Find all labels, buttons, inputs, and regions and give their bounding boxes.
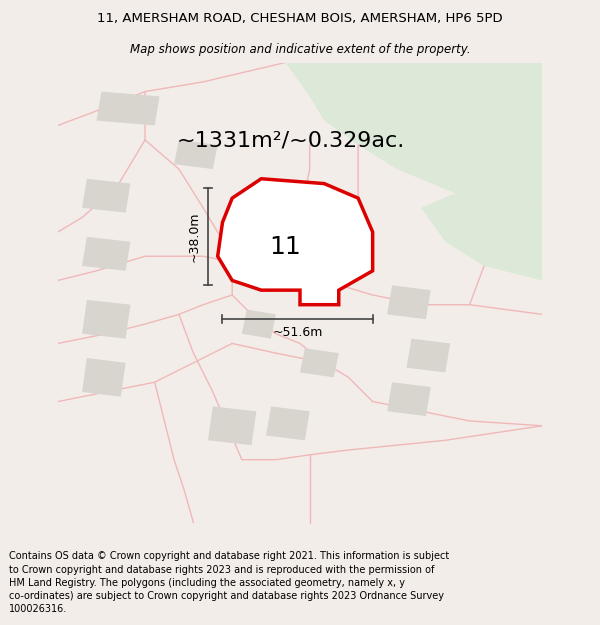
Polygon shape	[242, 309, 276, 339]
Polygon shape	[300, 348, 339, 378]
Polygon shape	[387, 382, 431, 416]
Polygon shape	[82, 179, 130, 212]
Polygon shape	[251, 217, 305, 261]
Polygon shape	[208, 406, 256, 445]
Polygon shape	[174, 140, 218, 169]
Polygon shape	[82, 300, 130, 339]
Polygon shape	[407, 339, 450, 372]
Text: Contains OS data © Crown copyright and database right 2021. This information is : Contains OS data © Crown copyright and d…	[9, 551, 449, 614]
Text: 11: 11	[269, 234, 301, 259]
Polygon shape	[387, 285, 431, 319]
Polygon shape	[97, 91, 160, 126]
Polygon shape	[421, 193, 542, 281]
Text: ~38.0m: ~38.0m	[188, 212, 201, 262]
Text: ~51.6m: ~51.6m	[272, 326, 323, 339]
Text: ~1331m²/~0.329ac.: ~1331m²/~0.329ac.	[176, 130, 404, 150]
Text: 11, AMERSHAM ROAD, CHESHAM BOIS, AMERSHAM, HP6 5PD: 11, AMERSHAM ROAD, CHESHAM BOIS, AMERSHA…	[97, 12, 503, 25]
Polygon shape	[82, 358, 125, 397]
Polygon shape	[266, 406, 310, 440]
Text: Map shows position and indicative extent of the property.: Map shows position and indicative extent…	[130, 42, 470, 56]
Polygon shape	[218, 179, 373, 304]
Polygon shape	[286, 62, 542, 208]
Polygon shape	[82, 237, 130, 271]
